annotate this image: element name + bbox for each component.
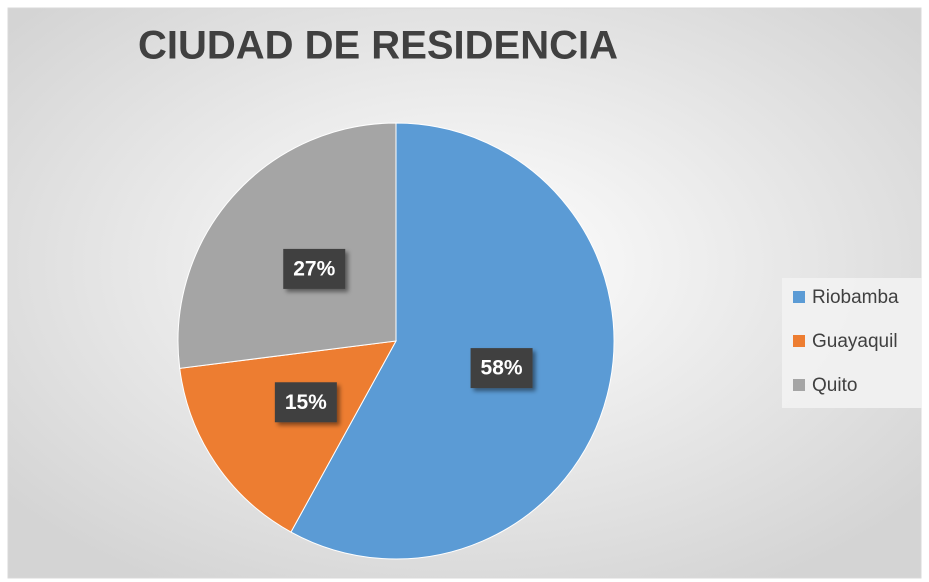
pie-slice — [177, 122, 397, 369]
legend-label: Quito — [812, 375, 857, 396]
legend-swatch — [793, 379, 805, 391]
data-label-box — [470, 348, 533, 389]
legend — [782, 278, 922, 408]
legend-swatch — [793, 291, 805, 303]
pie-slice — [179, 340, 397, 533]
chart-title: CIUDAD DE RESIDENCIA — [138, 24, 618, 68]
pie-slice — [290, 122, 615, 560]
data-label: 27% — [293, 257, 335, 280]
legend-label: Riobamba — [812, 287, 899, 308]
data-label: 15% — [285, 391, 327, 414]
legend-swatch — [793, 335, 805, 347]
data-label-box — [274, 382, 337, 423]
data-label: 58% — [481, 357, 523, 380]
data-label-box — [283, 248, 346, 289]
legend-label: Guayaquil — [812, 331, 898, 352]
